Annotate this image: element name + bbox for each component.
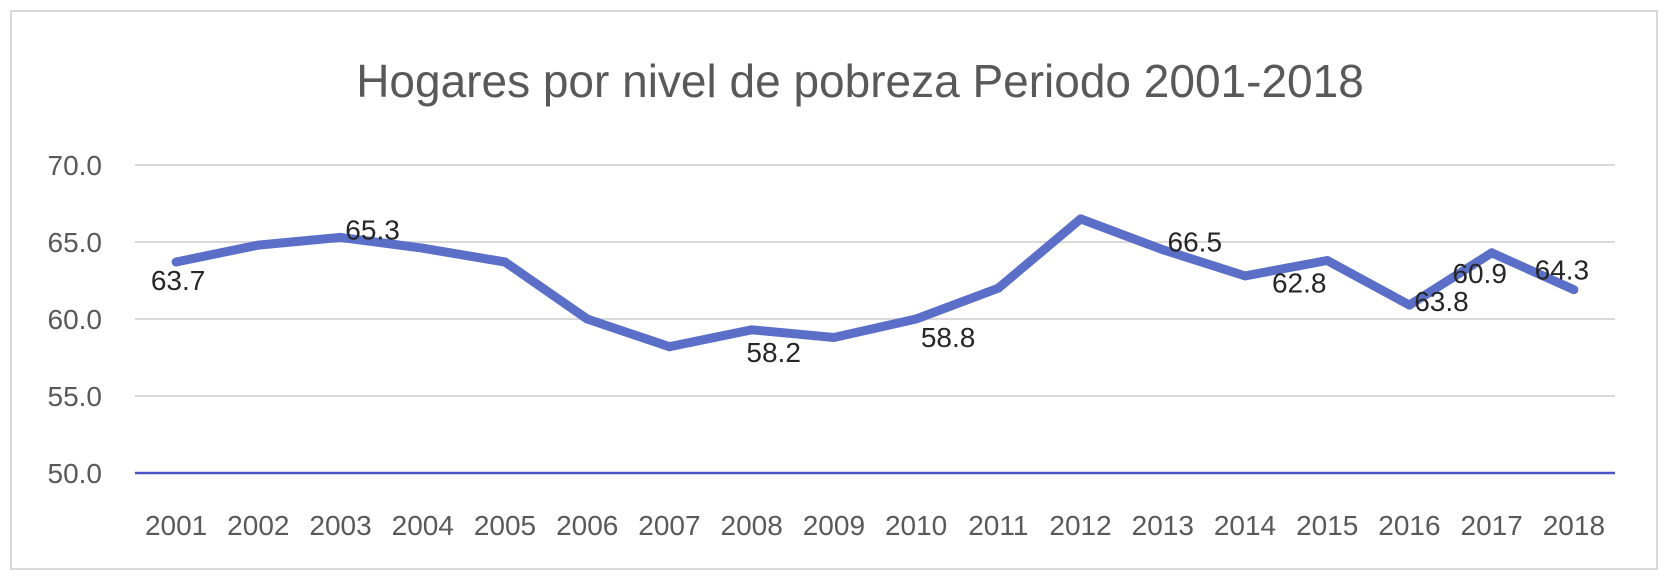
x-tick-label: 2016 (1378, 510, 1440, 541)
data-point (582, 314, 592, 324)
x-tick-label: 2004 (392, 510, 454, 541)
x-tick-label: 2008 (721, 510, 783, 541)
data-point (336, 232, 346, 242)
data-label: 63.7 (151, 265, 206, 296)
data-label: 65.3 (345, 214, 400, 245)
y-tick-label: 50.0 (48, 458, 103, 489)
data-label: 64.3 (1535, 255, 1590, 286)
x-tick-label: 2003 (309, 510, 371, 541)
x-tick-label: 2005 (474, 510, 536, 541)
x-axis-ticks: 2001 2002 2003 2004 2005 2006 2007 2008 2009 2010… (145, 510, 1605, 541)
x-tick-label: 2009 (803, 510, 865, 541)
y-tick-label: 55.0 (48, 381, 103, 412)
data-label: 63.8 (1414, 286, 1469, 317)
x-tick-label: 2010 (885, 510, 947, 541)
chart-title: Hogares por nivel de pobreza Periodo 200… (356, 55, 1364, 107)
x-tick-label: 2015 (1296, 510, 1358, 541)
x-tick-label: 2014 (1214, 510, 1276, 541)
data-point (1322, 255, 1332, 265)
data-label: 58.8 (921, 322, 976, 353)
y-tick-label: 65.0 (48, 227, 103, 258)
data-label: 66.5 (1168, 227, 1223, 258)
data-point (1404, 300, 1414, 310)
data-point (171, 257, 181, 267)
x-tick-label: 2011 (968, 510, 1028, 541)
y-tick-label: 60.0 (48, 304, 103, 335)
x-tick-label: 2013 (1132, 510, 1194, 541)
x-tick-label: 2012 (1049, 510, 1111, 541)
grid-lines (135, 164, 1615, 475)
data-label: 60.9 (1452, 258, 1507, 289)
x-tick-label: 2018 (1543, 510, 1605, 541)
data-labels: 63.7 65.3 58.2 58.8 66.5 62.8 63.860.9 64.3 (151, 214, 1589, 367)
x-tick-label: 2007 (638, 510, 700, 541)
x-tick-label: 2017 (1461, 510, 1523, 541)
data-point (253, 240, 263, 250)
x-tick-label: 2001 (145, 510, 207, 541)
data-point (1076, 214, 1086, 224)
series-line (175, 214, 1576, 352)
data-label: 62.8 (1272, 267, 1327, 298)
data-point (829, 332, 839, 342)
data-point (500, 257, 510, 267)
series-layer (171, 214, 1579, 352)
data-label: 58.2 (746, 337, 801, 368)
x-tick-label: 2006 (556, 510, 618, 541)
data-point (1487, 248, 1497, 258)
data-point (1569, 285, 1579, 295)
data-point (747, 325, 757, 335)
data-point (911, 314, 921, 324)
y-tick-label: 70.0 (48, 150, 103, 181)
data-point (993, 283, 1003, 293)
data-point (1240, 271, 1250, 281)
data-point (418, 243, 428, 253)
y-axis-ticks: 50.0 55.0 60.0 65.0 70.0 (48, 150, 103, 489)
x-tick-label: 2002 (227, 510, 289, 541)
data-point (664, 342, 674, 352)
data-point (1158, 245, 1168, 255)
